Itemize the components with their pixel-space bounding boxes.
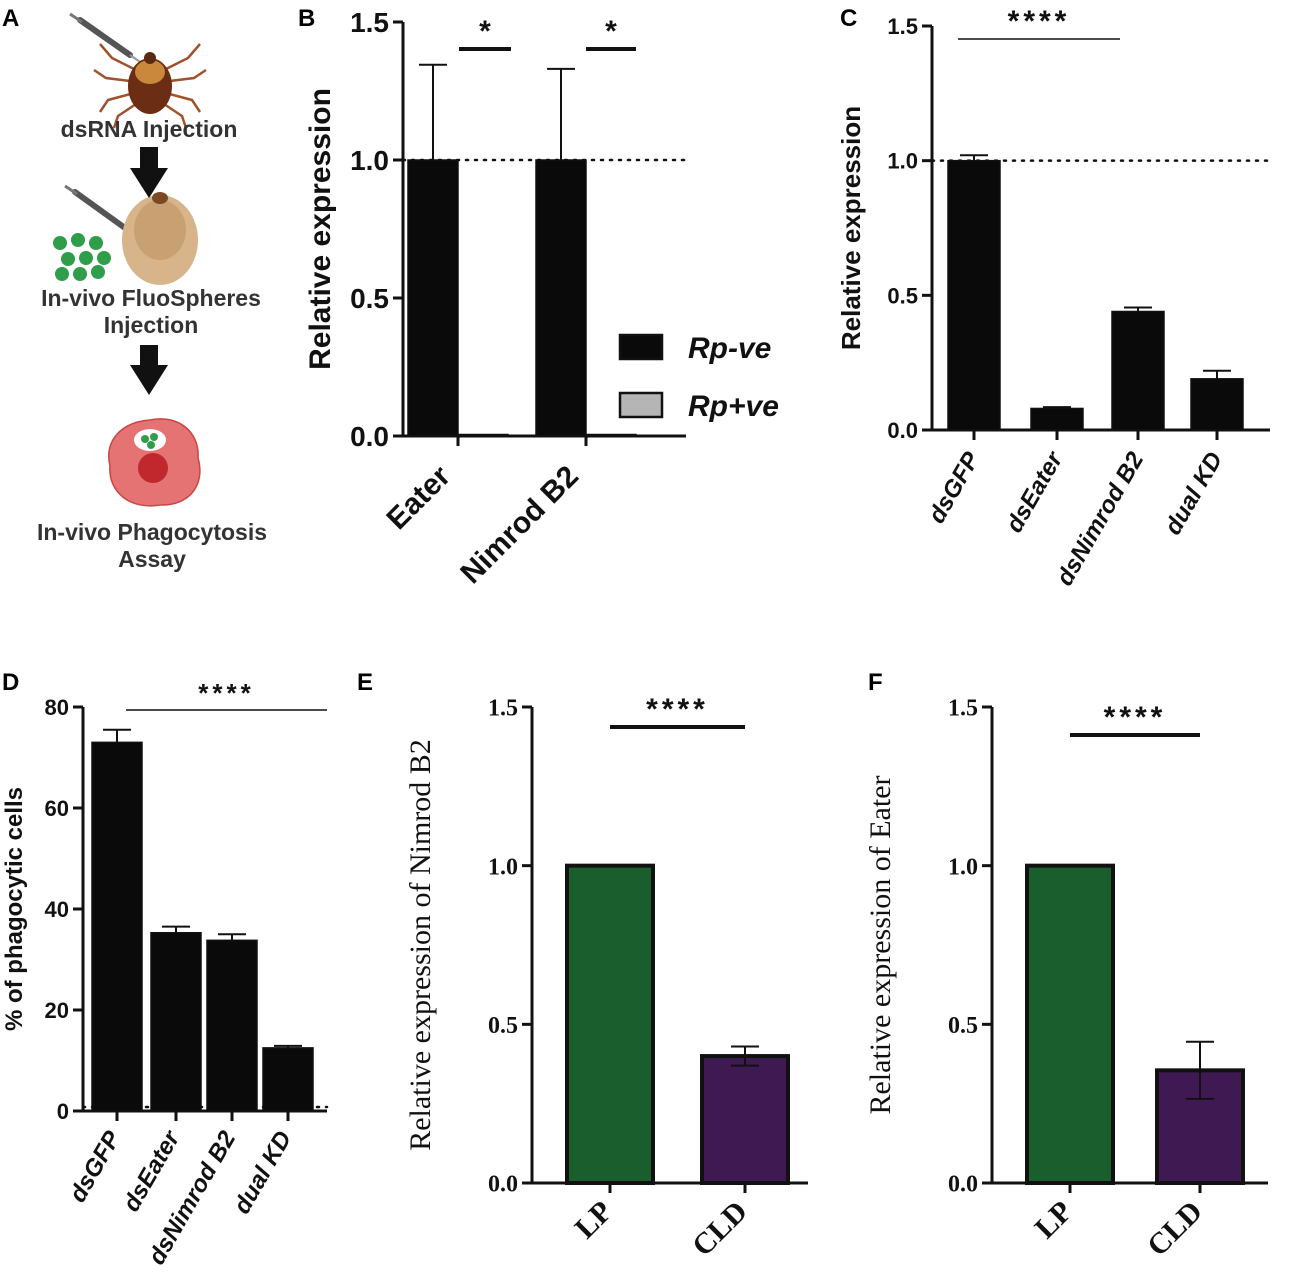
significance-stars-b: *: [479, 15, 491, 48]
y-axis-title-c: Relative expression: [836, 106, 866, 350]
bar-rpve-b: [585, 433, 637, 437]
bar-rpve-b: [407, 159, 459, 437]
x-tick-label-d: dsGFP: [64, 1126, 127, 1207]
tick-with-syringe-icon: [69, 12, 207, 129]
y-tick-label-c: 1.0: [887, 149, 918, 174]
bar-dsnimrod-b2-c: [1111, 310, 1165, 431]
down-arrow-icon: [130, 147, 168, 395]
step-fluospheres-line2: Injection: [104, 312, 199, 338]
x-tick-label-c: dsEater: [1001, 446, 1069, 537]
significance-stars-d: ****: [198, 678, 254, 708]
legend-label-b: Rp+ve: [688, 390, 779, 423]
y-tick-label-b: 0.0: [350, 421, 389, 452]
x-tick-label-e: CLD: [686, 1195, 754, 1263]
bar-dseater-c: [1030, 407, 1084, 431]
panel-label-e: E: [357, 669, 373, 696]
x-tick-label-b: Nimrod B2: [454, 460, 585, 591]
y-axis-title-d: % of phagocytic cells: [1, 787, 28, 1031]
y-tick-label-b: 0.5: [350, 283, 389, 314]
y-tick-label-f: 1.0: [948, 854, 978, 880]
x-tick-label-c: dual KD: [1159, 448, 1228, 540]
panel-label-c: C: [840, 5, 857, 32]
y-tick-label-b: 1.5: [350, 7, 389, 38]
x-tick-label-c: dsGFP: [923, 447, 986, 528]
y-axis-title-e: Relative expression of Nimrod B2: [404, 739, 437, 1151]
fluosphere-beads-icon: [53, 233, 111, 281]
bar-dsgfp-c: [947, 159, 1001, 431]
y-axis-title-b: Relative expression: [304, 88, 337, 370]
bar-lp-e: [565, 863, 655, 1186]
panel-label-a: A: [2, 5, 19, 32]
y-tick-label-d: 20: [45, 998, 69, 1023]
bar-lp-f: [1025, 863, 1115, 1186]
y-tick-label-d: 0: [57, 1099, 69, 1124]
x-tick-label-b: Eater: [381, 459, 458, 536]
x-tick-label-c: dsNimrod B2: [1051, 447, 1149, 590]
panel-a: A: [2, 5, 267, 572]
legend-label-b: Rp-ve: [688, 332, 771, 365]
y-tick-label-f: 1.5: [948, 696, 978, 722]
y-tick-label-d: 60: [45, 796, 69, 821]
panel-label-f: F: [868, 669, 883, 696]
y-tick-label-d: 40: [45, 897, 69, 922]
bar-cld-e: [700, 1054, 790, 1185]
y-tick-label-d: 80: [45, 695, 69, 720]
legend-swatch-b: [618, 391, 664, 419]
y-tick-label-b: 1.0: [350, 145, 389, 176]
y-axis-title-f: Relative expression of Eater: [864, 775, 897, 1114]
y-tick-label-c: 0.5: [887, 283, 918, 308]
chart-f: 0.0 0.5 1.0 1.5 LP CLD Relative expression of …: [864, 696, 1268, 1263]
bar-rpve-b: [457, 433, 509, 437]
y-tick-label-e: 1.0: [488, 854, 518, 880]
bar-dual-kd-d: [262, 1047, 314, 1112]
step-phagocytosis-line2: Assay: [118, 546, 186, 572]
significance-stars-c: ****: [1008, 5, 1071, 38]
engorged-tick-with-syringe-icon: [64, 184, 198, 285]
bar-dual-kd-c: [1190, 378, 1244, 431]
step-fluospheres-line1: In-vivo FluoSpheres: [41, 285, 261, 311]
y-tick-label-c: 1.5: [887, 14, 918, 39]
y-tick-label-f: 0.5: [948, 1013, 978, 1039]
y-tick-label-f: 0.0: [948, 1172, 978, 1198]
bar-dseater-d: [150, 931, 202, 1112]
x-tick-label-f: CLD: [1141, 1195, 1209, 1263]
y-tick-label-e: 0.5: [488, 1013, 518, 1039]
panel-label-d: D: [2, 669, 19, 696]
y-tick-label-c: 0.0: [887, 418, 918, 443]
bar-dsgfp-d: [91, 741, 143, 1112]
step-phagocytosis-line1: In-vivo Phagocytosis: [37, 519, 267, 545]
step-dsrna-injection: dsRNA Injection: [61, 116, 238, 142]
x-tick-label-e: LP: [569, 1195, 619, 1245]
legend-swatch-b: [618, 333, 664, 361]
hemocyte-cell-icon: [108, 418, 201, 507]
significance-stars-e: ****: [646, 693, 709, 726]
y-tick-label-e: 0.0: [488, 1172, 518, 1198]
significance-stars-b: *: [605, 15, 617, 48]
panel-label-b: B: [298, 5, 315, 32]
bar-dsnimrod-b2-d: [206, 939, 258, 1112]
chart-e: 0.0 0.5 1.0 1.5 LP CLD Relative expression of …: [404, 693, 808, 1263]
y-tick-label-e: 1.5: [488, 696, 518, 722]
significance-stars-f: ****: [1104, 701, 1167, 734]
bar-rpve-b: [535, 159, 587, 437]
x-tick-label-f: LP: [1029, 1195, 1079, 1245]
